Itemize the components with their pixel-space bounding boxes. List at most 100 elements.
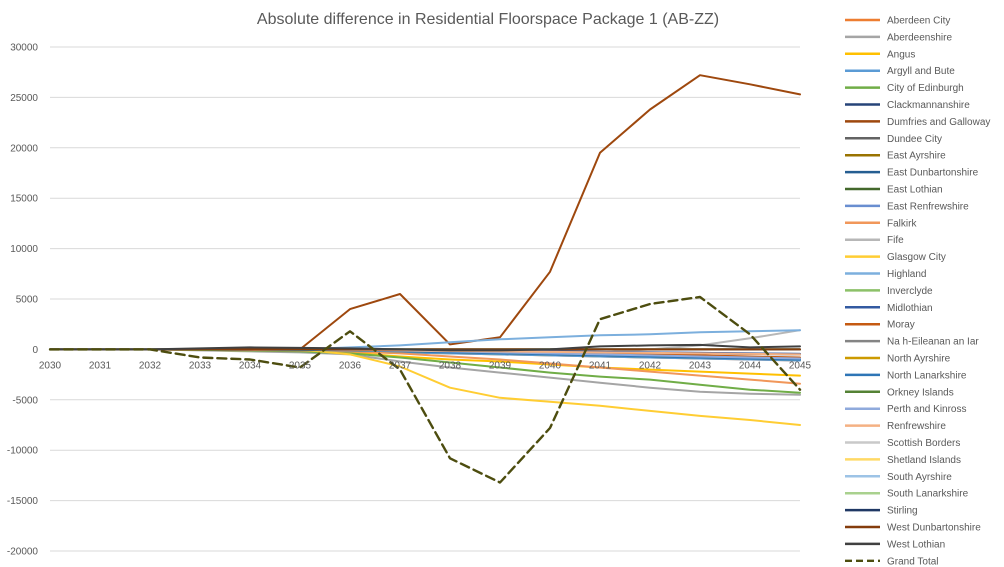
legend-item: North Ayrshire [845,354,951,365]
legend-label: North Lanarkshire [887,370,967,381]
legend-item: Scottish Borders [845,438,960,449]
x-tick-label: 2037 [389,360,412,371]
legend-label: East Dunbartonshire [887,168,979,179]
x-tick-label: 2031 [89,360,112,371]
legend-label: Moray [887,320,915,331]
x-tick-label: 2035 [289,360,312,371]
legend-item: Angus [845,49,915,60]
y-tick-label: 0 [32,345,38,356]
legend-item: South Lanarkshire [845,489,969,500]
legend-label: South Lanarkshire [887,489,969,500]
legend-item: Dundee City [845,134,942,145]
x-tick-label: 2040 [539,360,562,371]
legend-item: North Lanarkshire [845,370,967,381]
legend-label: Stirling [887,506,918,517]
legend-item: Stirling [845,506,918,517]
legend-label: Orkney Islands [887,387,954,398]
legend-label: East Ayrshire [887,151,946,162]
legend-item: Argyll and Bute [845,66,955,77]
series-line [49,74,801,351]
legend-item: Falkirk [845,218,917,229]
legend-item: Orkney Islands [845,387,954,398]
y-tick-label: -10000 [7,446,39,457]
legend-label: East Lothian [887,185,943,196]
x-tick-label: 2030 [39,360,62,371]
legend-item: City of Edinburgh [845,83,964,94]
y-axis-tick-labels: 30000 25000 20000 15000 10000 5000 0 -5000 -1000… [7,43,39,558]
x-axis-tick-labels: 2030 2031 2032 2033 2034 2035 2036 2037 2038 2039… [39,360,812,371]
series-line [48,295,802,484]
y-tick-label: -5000 [12,395,38,406]
legend-item: Glasgow City [845,252,946,263]
legend: Aberdeen City Aberdeenshire Angus Argyll an… [845,16,990,567]
x-tick-label: 2043 [689,360,712,371]
legend-item: Fife [845,235,904,246]
legend-label: Inverclyde [887,286,933,297]
y-tick-label: 10000 [10,244,38,255]
legend-label: Clackmannanshire [887,100,970,111]
x-tick-label: 2038 [439,360,462,371]
series-lines [48,74,802,484]
legend-item: Aberdeen City [845,16,950,27]
legend-label: South Ayrshire [887,472,952,483]
legend-item: Perth and Kinross [845,404,967,415]
legend-label: Highland [887,269,926,280]
legend-item: East Renfrewshire [845,201,969,212]
legend-label: Argyll and Bute [887,66,955,77]
legend-label: Falkirk [887,218,917,229]
legend-label: Glasgow City [887,252,946,263]
legend-item: Shetland Islands [845,455,961,466]
legend-label: City of Edinburgh [887,83,964,94]
x-tick-label: 2033 [189,360,212,371]
y-tick-label: 25000 [10,93,38,104]
legend-label: Na h-Eileanan an Iar [887,337,979,348]
legend-item: Moray [845,320,915,331]
series-line [49,343,801,352]
legend-item: Grand Total [845,556,939,567]
legend-label: East Renfrewshire [887,201,969,212]
legend-label: Grand Total [887,556,939,567]
chart-title: Absolute difference in Residential Floor… [257,11,719,28]
legend-item: East Lothian [845,185,943,196]
legend-label: Dumfries and Galloway [887,117,990,128]
legend-item: Na h-Eileanan an Iar [845,337,979,348]
y-tick-label: 5000 [16,295,39,306]
legend-item: Aberdeenshire [845,32,952,43]
y-tick-label: 30000 [10,43,38,54]
legend-label: Perth and Kinross [887,404,967,415]
legend-label: Renfrewshire [887,421,946,432]
legend-item: West Dunbartonshire [845,523,981,534]
legend-label: Aberdeenshire [887,32,952,43]
y-tick-label: 20000 [10,143,38,154]
legend-label: Fife [887,235,904,246]
legend-item: Inverclyde [845,286,933,297]
x-tick-label: 2042 [639,360,662,371]
legend-label: Scottish Borders [887,438,960,449]
legend-item: South Ayrshire [845,472,952,483]
legend-item: East Ayrshire [845,151,946,162]
x-tick-label: 2034 [239,360,262,371]
legend-label: Shetland Islands [887,455,961,466]
x-tick-label: 2039 [489,360,512,371]
legend-label: Dundee City [887,134,942,145]
y-tick-label: -15000 [7,496,39,507]
legend-item: Midlothian [845,303,933,314]
legend-label: Angus [887,49,915,60]
x-tick-label: 2036 [339,360,362,371]
x-tick-label: 2032 [139,360,162,371]
legend-item: West Lothian [845,539,945,550]
legend-item: Highland [845,269,926,280]
y-tick-label: -20000 [7,547,39,558]
x-tick-label: 2041 [589,360,612,371]
legend-item: Dumfries and Galloway [845,117,990,128]
legend-item: Renfrewshire [845,421,946,432]
legend-label: West Dunbartonshire [887,523,981,534]
legend-label: North Ayrshire [887,354,951,365]
x-tick-label: 2044 [739,360,762,371]
legend-label: Aberdeen City [887,16,950,27]
legend-label: Midlothian [887,303,933,314]
legend-label: West Lothian [887,539,945,550]
legend-item: East Dunbartonshire [845,168,979,179]
legend-item: Clackmannanshire [845,100,970,111]
